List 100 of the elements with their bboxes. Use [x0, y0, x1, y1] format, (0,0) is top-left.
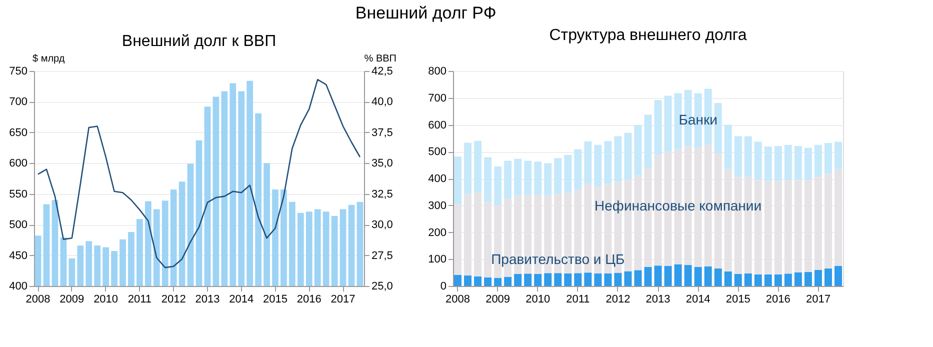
bar: [644, 114, 652, 168]
bar: [514, 274, 522, 286]
x-tick-label: 2008: [446, 294, 470, 306]
bar: [494, 166, 502, 206]
bar: [704, 266, 712, 286]
bar: [794, 272, 802, 286]
x-tick-label: 2009: [60, 294, 84, 306]
bar: [804, 148, 812, 180]
y2-tick-label: 32,5: [372, 188, 393, 200]
y-tick-label: 500: [9, 219, 28, 232]
y-tick-label: 300: [428, 200, 446, 212]
bar: [584, 141, 592, 184]
chart-title: Структура внешнего долга: [549, 27, 747, 44]
bar: [764, 274, 772, 286]
x-tick-label: 2011: [566, 294, 590, 306]
y-tick-label: 750: [9, 66, 28, 78]
bar: [774, 274, 782, 286]
bar: [664, 266, 672, 286]
y-tick-label: 550: [9, 188, 28, 200]
x-tick-label: 2014: [229, 294, 254, 306]
y2-tick-label: 27,5: [372, 250, 393, 262]
bar: [744, 136, 752, 177]
bar: [684, 265, 692, 286]
bar: [574, 149, 582, 190]
bar: [614, 272, 622, 286]
bar: [654, 100, 662, 155]
y-tick-label: 700: [9, 96, 28, 108]
y-tick-label: 700: [428, 92, 446, 104]
bar: [544, 163, 552, 196]
x-tick-label: 2015: [263, 294, 288, 306]
bar: [734, 136, 742, 177]
y-tick-label: 450: [9, 250, 28, 262]
x-tick-label: 2011: [128, 294, 152, 306]
bar: [734, 274, 742, 286]
y-tick-label: 100: [428, 254, 446, 266]
bar: [754, 142, 762, 180]
bar: [504, 276, 512, 286]
x-tick-label: 2016: [766, 294, 790, 306]
y-tick-label: 200: [428, 226, 446, 239]
bar: [834, 142, 842, 170]
x-tick-label: 2010: [94, 294, 118, 306]
bar: [784, 144, 792, 180]
bar: [484, 277, 492, 286]
x-tick-label: 2013: [195, 294, 220, 306]
text: Внешний долг РФ: [355, 4, 496, 22]
bar: [524, 160, 532, 196]
x-tick-label: 2010: [526, 294, 550, 306]
bar: [454, 156, 462, 204]
bar: [514, 158, 522, 196]
bar: [774, 146, 782, 181]
bar: [804, 272, 812, 286]
bar: [814, 270, 822, 286]
y-tick-label: 400: [428, 173, 446, 185]
bar: [464, 142, 472, 194]
y-tick-label: 0: [440, 280, 446, 292]
x-tick-label: 2014: [686, 294, 710, 306]
x-tick-label: 2012: [161, 294, 186, 306]
line-series: [37, 78, 361, 268]
series-label: Банки: [678, 111, 718, 128]
bar: [724, 271, 732, 286]
bar: [764, 146, 772, 181]
y2-tick-label: 30,0: [372, 219, 393, 232]
series-label: Нефинансовые компании: [594, 198, 762, 214]
y-tick-label: 600: [428, 119, 446, 132]
bar: [534, 162, 542, 196]
bar: [504, 160, 512, 199]
y2-tick-label: 37,5: [372, 126, 393, 139]
x-tick-label: 2009: [486, 294, 510, 306]
bar: [674, 264, 682, 286]
y2-tick-label: 42,5: [372, 66, 393, 78]
y2-axis-title: % ВВП: [364, 54, 396, 64]
bar: [604, 141, 612, 184]
bar: [634, 125, 642, 176]
bar: [654, 266, 662, 286]
y2-tick-label: 40,0: [372, 96, 393, 108]
x-tick-label: 2013: [646, 294, 670, 306]
bar: [454, 274, 462, 286]
bar: [564, 154, 572, 192]
bar: [474, 140, 482, 192]
bar: [664, 96, 672, 152]
bar: [644, 266, 652, 286]
bar: [724, 124, 732, 170]
x-tick-label: 2016: [296, 294, 322, 306]
bar: [784, 274, 792, 286]
bar: [594, 273, 602, 286]
bar: [634, 270, 642, 286]
bar: [544, 273, 552, 286]
bar: [814, 144, 822, 177]
bar: [534, 274, 542, 286]
bar: [794, 146, 802, 180]
x-tick-label: 2015: [726, 294, 750, 306]
bar: [604, 273, 612, 286]
bar: [824, 268, 832, 286]
bar: [834, 266, 842, 286]
x-tick-label: 2008: [26, 294, 50, 306]
bar: [574, 273, 582, 286]
bar: [594, 144, 602, 187]
bar: [464, 276, 472, 286]
bar: [554, 158, 562, 194]
y2-tick-label: 25,0: [372, 280, 393, 292]
